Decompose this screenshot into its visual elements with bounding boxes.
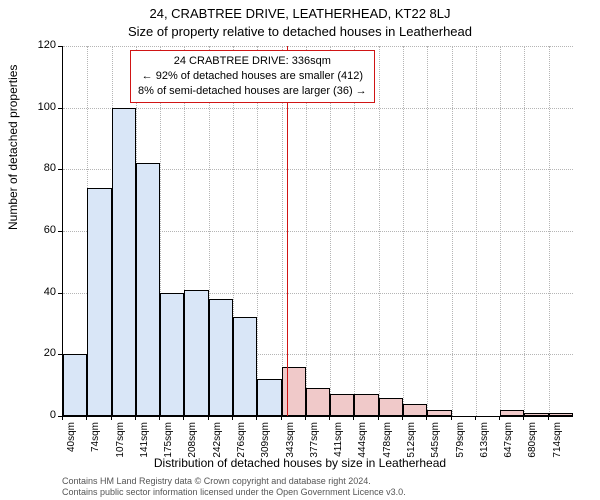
x-tick-mark <box>111 416 112 420</box>
x-tick-mark <box>523 416 524 420</box>
gridline-h <box>63 46 573 47</box>
credits-line1: Contains HM Land Registry data © Crown c… <box>62 476 406 487</box>
x-tick-label: 40sqm <box>66 422 77 472</box>
x-tick-label: 647sqm <box>503 422 514 472</box>
x-tick-mark <box>86 416 87 420</box>
y-tick-label: 40 <box>26 286 56 298</box>
histogram-bar <box>257 379 281 416</box>
x-tick-label: 107sqm <box>115 422 126 472</box>
x-tick-label: 377sqm <box>309 422 320 472</box>
annotation-box: 24 CRABTREE DRIVE: 336sqm← 92% of detach… <box>130 50 375 103</box>
histogram-bar <box>233 317 257 416</box>
histogram-bar <box>427 410 451 416</box>
x-tick-mark <box>62 416 63 420</box>
x-tick-mark <box>451 416 452 420</box>
y-tick-label: 100 <box>26 101 56 113</box>
histogram-bar <box>403 404 427 416</box>
x-tick-label: 309sqm <box>260 422 271 472</box>
y-tick-label: 60 <box>26 224 56 236</box>
x-tick-mark <box>329 416 330 420</box>
y-tick-label: 80 <box>26 162 56 174</box>
gridline-h <box>63 108 573 109</box>
x-tick-label: 714sqm <box>552 422 563 472</box>
x-tick-label: 74sqm <box>90 422 101 472</box>
x-tick-mark <box>402 416 403 420</box>
y-axis-label: Number of detached properties <box>6 65 20 230</box>
histogram-bar <box>330 394 354 416</box>
x-tick-label: 512sqm <box>406 422 417 472</box>
x-tick-mark <box>475 416 476 420</box>
x-tick-mark <box>305 416 306 420</box>
x-tick-label: 175sqm <box>163 422 174 472</box>
x-tick-mark <box>232 416 233 420</box>
gridline-v <box>524 46 525 416</box>
histogram-bar <box>160 293 184 416</box>
y-tick-mark <box>58 231 62 232</box>
x-tick-mark <box>499 416 500 420</box>
histogram-bar <box>63 354 87 416</box>
annotation-line: ← 92% of detached houses are smaller (41… <box>138 69 367 84</box>
y-tick-mark <box>58 46 62 47</box>
gridline-v <box>427 46 428 416</box>
x-tick-label: 343sqm <box>285 422 296 472</box>
gridline-v <box>549 46 550 416</box>
y-tick-label: 0 <box>26 409 56 421</box>
histogram-bar <box>136 163 160 416</box>
x-tick-mark <box>208 416 209 420</box>
annotation-line: 8% of semi-detached houses are larger (3… <box>138 84 367 99</box>
y-tick-mark <box>58 354 62 355</box>
histogram-bar <box>282 367 306 416</box>
histogram-bar <box>500 410 524 416</box>
x-tick-mark <box>256 416 257 420</box>
x-tick-label: 208sqm <box>187 422 198 472</box>
gridline-v <box>476 46 477 416</box>
histogram-bar <box>184 290 208 416</box>
y-tick-mark <box>58 293 62 294</box>
y-tick-mark <box>58 108 62 109</box>
annotation-line: 24 CRABTREE DRIVE: 336sqm <box>138 54 367 69</box>
x-tick-mark <box>159 416 160 420</box>
chart-title-address: 24, CRABTREE DRIVE, LEATHERHEAD, KT22 8L… <box>0 6 600 21</box>
x-tick-label: 613sqm <box>479 422 490 472</box>
histogram-bar <box>549 413 573 416</box>
histogram-bar <box>524 413 548 416</box>
x-tick-mark <box>353 416 354 420</box>
y-tick-mark <box>58 169 62 170</box>
chart-title-subtitle: Size of property relative to detached ho… <box>0 24 600 39</box>
x-tick-label: 579sqm <box>455 422 466 472</box>
histogram-bar <box>112 108 136 416</box>
gridline-v <box>379 46 380 416</box>
histogram-bar <box>354 394 378 416</box>
y-tick-label: 20 <box>26 347 56 359</box>
x-tick-label: 444sqm <box>357 422 368 472</box>
y-tick-label: 120 <box>26 39 56 51</box>
x-tick-mark <box>426 416 427 420</box>
histogram-bar <box>209 299 233 416</box>
x-tick-mark <box>183 416 184 420</box>
credits-text: Contains HM Land Registry data © Crown c… <box>62 476 406 498</box>
histogram-bar <box>87 188 111 416</box>
histogram-bar <box>306 388 330 416</box>
x-tick-mark <box>281 416 282 420</box>
x-tick-label: 141sqm <box>139 422 150 472</box>
x-tick-mark <box>378 416 379 420</box>
credits-line2: Contains public sector information licen… <box>62 487 406 498</box>
gridline-v <box>403 46 404 416</box>
x-tick-label: 276sqm <box>236 422 247 472</box>
x-tick-label: 242sqm <box>212 422 223 472</box>
x-tick-mark <box>135 416 136 420</box>
x-tick-label: 545sqm <box>430 422 441 472</box>
gridline-v <box>452 46 453 416</box>
x-tick-mark <box>548 416 549 420</box>
x-tick-label: 411sqm <box>333 422 344 472</box>
x-tick-label: 478sqm <box>382 422 393 472</box>
x-tick-label: 680sqm <box>527 422 538 472</box>
gridline-v <box>500 46 501 416</box>
histogram-bar <box>379 398 403 417</box>
